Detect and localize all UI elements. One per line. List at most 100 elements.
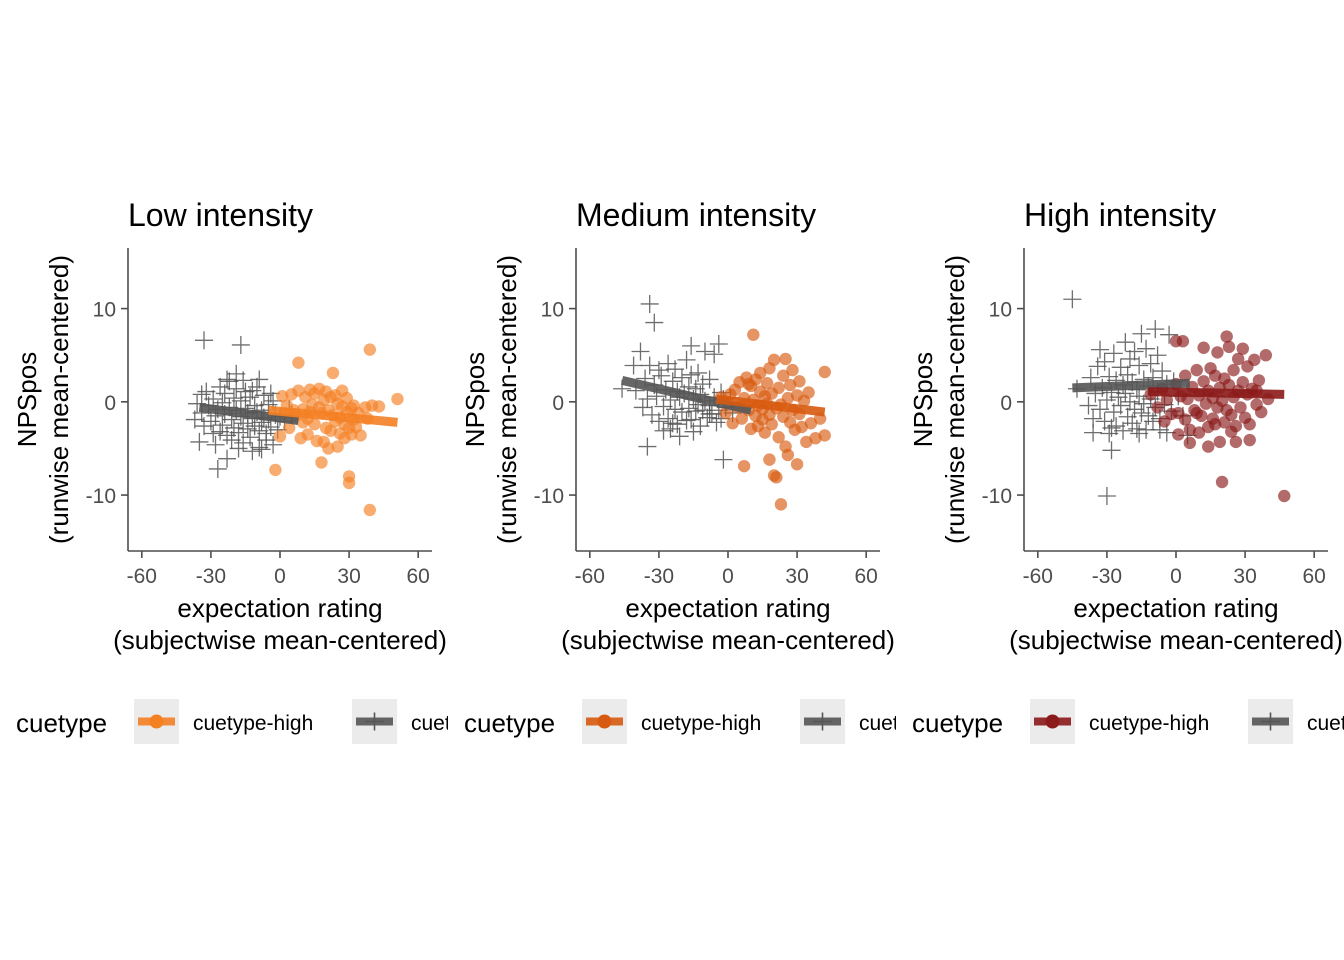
panel-title: Low intensity [128, 197, 313, 233]
data-point [1259, 349, 1273, 362]
data-point [1160, 325, 1179, 344]
data-point [215, 384, 234, 403]
data-point [700, 370, 719, 389]
y-axis-subtitle: (runwise mean-centered) [940, 255, 970, 544]
data-point [679, 399, 698, 418]
data-point [777, 369, 790, 382]
x-tick-label: 0 [274, 565, 286, 588]
data-point [218, 449, 237, 468]
data-point [1132, 324, 1151, 343]
panel-1: Low intensity -60 -30 0 30 60 -10 0 10 expectatio… [12, 197, 448, 744]
data-point [663, 414, 682, 433]
x-tick-label: -60 [1023, 565, 1053, 588]
panel-3: High intensity -60 -30 0 30 60 -10 0 10 expectati… [908, 197, 1344, 744]
data-point [1183, 436, 1197, 450]
data-point [818, 365, 831, 379]
data-point [1088, 357, 1107, 376]
data-point [682, 336, 701, 355]
data-point [1243, 418, 1256, 431]
data-point [772, 381, 785, 395]
legend-title: cuetype [464, 708, 555, 738]
data-point [1104, 344, 1123, 363]
data-point [250, 421, 269, 440]
data-point [1141, 354, 1160, 373]
legend-label: cuetype-high [641, 712, 761, 735]
data-point [241, 428, 260, 447]
x-axis-subtitle: (subjectwise mean-centered) [113, 625, 447, 655]
data-point [224, 389, 243, 408]
data-point [1208, 418, 1222, 431]
data-point [663, 372, 682, 391]
data-point [1202, 440, 1215, 453]
data-point [238, 419, 257, 438]
fit-line-cuetype-low [621, 376, 753, 415]
legend-label: cuetype-low [1307, 712, 1344, 735]
data-point [231, 391, 250, 410]
data-point [363, 343, 377, 356]
data-point [1215, 475, 1229, 489]
data-point [649, 412, 668, 431]
series-cuetype-high [714, 328, 831, 511]
x-tick-label: 0 [722, 565, 734, 588]
x-tick-label: -30 [196, 565, 226, 588]
data-point [1220, 330, 1233, 343]
data-point [231, 335, 250, 354]
y-tick-label: 0 [104, 392, 116, 415]
data-point [726, 417, 739, 430]
x-tick-label: 60 [1303, 565, 1326, 588]
data-point [1134, 394, 1153, 413]
data-point [326, 366, 340, 380]
data-point [1229, 435, 1243, 449]
data-point [666, 400, 685, 419]
data-point [719, 406, 732, 420]
data-point [670, 427, 689, 446]
data-point [1197, 341, 1210, 354]
y-tick-label: 0 [1000, 392, 1012, 415]
data-point [1243, 433, 1256, 447]
panel-title: Medium intensity [576, 197, 816, 233]
data-point [767, 353, 781, 367]
data-point [1236, 342, 1249, 355]
data-point [1190, 363, 1203, 377]
data-point [1222, 378, 1236, 392]
data-point [206, 435, 225, 454]
legend: cuetype cuetype-high cuetype-low [16, 699, 448, 744]
data-point [1125, 342, 1144, 361]
data-point [204, 424, 223, 443]
data-point [790, 458, 804, 471]
data-point [234, 371, 253, 390]
x-axis-title: expectation rating [177, 593, 382, 623]
legend-key-marker [813, 712, 832, 731]
x-tick-label: 30 [337, 565, 360, 588]
y-axis-title: NPSpos [460, 352, 490, 447]
panel-title: High intensity [1024, 197, 1216, 233]
x-axis-title: expectation rating [1073, 593, 1278, 623]
data-point [322, 442, 335, 455]
data-point [1120, 349, 1139, 368]
data-point [372, 400, 386, 413]
data-point [672, 403, 691, 422]
data-point [793, 375, 806, 388]
data-point [229, 423, 248, 442]
data-point [1225, 425, 1238, 438]
data-point [315, 456, 328, 469]
data-point [1225, 408, 1238, 422]
data-point [659, 409, 678, 428]
data-point [1172, 428, 1185, 441]
data-point [254, 386, 273, 405]
x-axis-title: expectation rating [625, 593, 830, 623]
x-axis-subtitle: (subjectwise mean-centered) [561, 625, 895, 655]
data-point [1132, 404, 1151, 423]
x-tick-label: -60 [575, 565, 605, 588]
data-point [682, 365, 701, 384]
data-point [763, 453, 776, 466]
data-point [668, 415, 687, 434]
fit-line-cuetype-high [268, 405, 398, 427]
data-point [772, 431, 785, 444]
legend-key-marker [1261, 712, 1280, 731]
data-point [257, 431, 276, 450]
fit-line-cuetype-high [715, 394, 826, 417]
data-point [677, 350, 696, 369]
data-point [1222, 340, 1236, 354]
